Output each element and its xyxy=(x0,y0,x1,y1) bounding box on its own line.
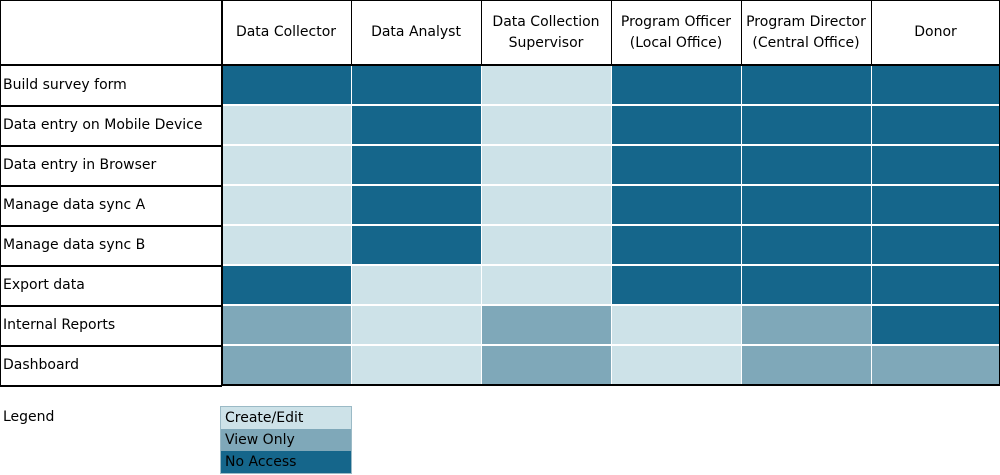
access-cell-data-entry-on-mobile-device-program-officer-local-office xyxy=(612,106,741,144)
grid-line-row xyxy=(0,305,222,307)
access-cell-internal-reports-donor xyxy=(872,306,1000,344)
grid-line-header-col xyxy=(481,0,482,65)
row-label-export-data: Export data xyxy=(3,277,85,293)
access-cell-manage-data-sync-a-program-officer-local-office xyxy=(612,186,741,224)
grid-line-header-col xyxy=(611,0,612,65)
access-cell-build-survey-form-data-collector xyxy=(222,66,351,104)
row-label-manage-data-sync-b: Manage data sync B xyxy=(3,237,146,253)
access-cell-manage-data-sync-b-data-collection-supervisor xyxy=(482,226,611,264)
access-cell-dashboard-data-collector xyxy=(222,346,351,384)
legend-item-no-access: No Access xyxy=(221,451,352,473)
access-cell-build-survey-form-program-officer-local-office xyxy=(612,66,741,104)
access-cell-manage-data-sync-a-data-analyst xyxy=(352,186,481,224)
access-cell-data-entry-in-browser-data-collector xyxy=(222,146,351,184)
legend-title: Legend xyxy=(3,409,55,425)
access-cell-build-survey-form-data-analyst xyxy=(352,66,481,104)
access-cell-manage-data-sync-a-data-collector xyxy=(222,186,351,224)
access-cell-data-entry-in-browser-program-officer-local-office xyxy=(612,146,741,184)
access-cell-data-entry-in-browser-data-collection-supervisor xyxy=(482,146,611,184)
access-cell-dashboard-program-director-central-office xyxy=(742,346,871,384)
access-cell-manage-data-sync-a-donor xyxy=(872,186,1000,224)
grid-line-bottom xyxy=(221,384,1000,386)
access-cell-data-entry-in-browser-donor xyxy=(872,146,1000,184)
access-cell-dashboard-data-collection-supervisor xyxy=(482,346,611,384)
access-cell-data-entry-on-mobile-device-data-collector xyxy=(222,106,351,144)
access-cell-build-survey-form-data-collection-supervisor xyxy=(482,66,611,104)
access-cell-data-entry-on-mobile-device-donor xyxy=(872,106,1000,144)
grid-line-left xyxy=(0,0,1,386)
access-cell-data-entry-on-mobile-device-data-collection-supervisor xyxy=(482,106,611,144)
grid-line-header-col xyxy=(871,0,872,65)
grid-line-row xyxy=(0,345,222,347)
access-cell-manage-data-sync-a-program-director-central-office xyxy=(742,186,871,224)
access-cell-internal-reports-data-collector xyxy=(222,306,351,344)
column-header-program-director-central-office: Program Director (Central Office) xyxy=(746,13,866,51)
row-label-dashboard: Dashboard xyxy=(3,357,79,373)
grid-line-row xyxy=(0,105,222,107)
grid-line-row xyxy=(0,265,222,267)
row-label-data-entry-on-mobile-device: Data entry on Mobile Device xyxy=(3,117,203,133)
access-cell-manage-data-sync-b-program-director-central-office xyxy=(742,226,871,264)
access-cell-export-data-program-officer-local-office xyxy=(612,266,741,304)
column-header-donor: Donor xyxy=(914,24,957,40)
column-header-data-analyst: Data Analyst xyxy=(371,24,461,40)
access-cell-data-entry-in-browser-program-director-central-office xyxy=(742,146,871,184)
column-header-data-collection-supervisor: Data Collection Supervisor xyxy=(492,13,600,51)
grid-line-header-col xyxy=(741,0,742,65)
access-cell-internal-reports-data-analyst xyxy=(352,306,481,344)
access-cell-dashboard-program-officer-local-office xyxy=(612,346,741,384)
access-cell-dashboard-donor xyxy=(872,346,1000,384)
access-cell-data-entry-on-mobile-device-data-analyst xyxy=(352,106,481,144)
access-cell-manage-data-sync-b-program-officer-local-office xyxy=(612,226,741,264)
access-cell-export-data-donor xyxy=(872,266,1000,304)
access-cell-manage-data-sync-b-data-collector xyxy=(222,226,351,264)
access-cell-build-survey-form-program-director-central-office xyxy=(742,66,871,104)
access-cell-export-data-data-analyst xyxy=(352,266,481,304)
grid-line-row xyxy=(0,385,222,387)
access-cell-export-data-data-collection-supervisor xyxy=(482,266,611,304)
access-cell-internal-reports-data-collection-supervisor xyxy=(482,306,611,344)
row-label-build-survey-form: Build survey form xyxy=(3,77,127,93)
access-cell-manage-data-sync-b-data-analyst xyxy=(352,226,481,264)
grid-line-row xyxy=(0,185,222,187)
row-label-internal-reports: Internal Reports xyxy=(3,317,116,333)
access-cell-data-entry-in-browser-data-analyst xyxy=(352,146,481,184)
access-cell-internal-reports-program-officer-local-office xyxy=(612,306,741,344)
access-cell-data-entry-on-mobile-device-program-director-central-office xyxy=(742,106,871,144)
row-label-manage-data-sync-a: Manage data sync A xyxy=(3,197,146,213)
grid-line-row xyxy=(0,225,222,227)
access-cell-build-survey-form-donor xyxy=(872,66,1000,104)
grid-line-row xyxy=(0,64,1000,66)
legend-item-create-edit: Create/Edit xyxy=(221,407,352,429)
column-header-data-collector: Data Collector xyxy=(235,24,337,40)
access-cell-export-data-data-collector xyxy=(222,266,351,304)
access-cell-dashboard-data-analyst xyxy=(352,346,481,384)
access-cell-manage-data-sync-b-donor xyxy=(872,226,1000,264)
legend-item-view-only: View Only xyxy=(221,429,352,451)
column-header-program-officer-local-office: Program Officer (Local Office) xyxy=(620,13,732,51)
grid-line-row xyxy=(0,145,222,147)
row-label-data-entry-in-browser: Data entry in Browser xyxy=(3,157,157,173)
grid-line-label-divider xyxy=(221,0,223,386)
access-cell-internal-reports-program-director-central-office xyxy=(742,306,871,344)
access-cell-manage-data-sync-a-data-collection-supervisor xyxy=(482,186,611,224)
grid-line-header-col xyxy=(351,0,352,65)
access-cell-export-data-program-director-central-office xyxy=(742,266,871,304)
grid-line-top xyxy=(0,0,1000,1)
